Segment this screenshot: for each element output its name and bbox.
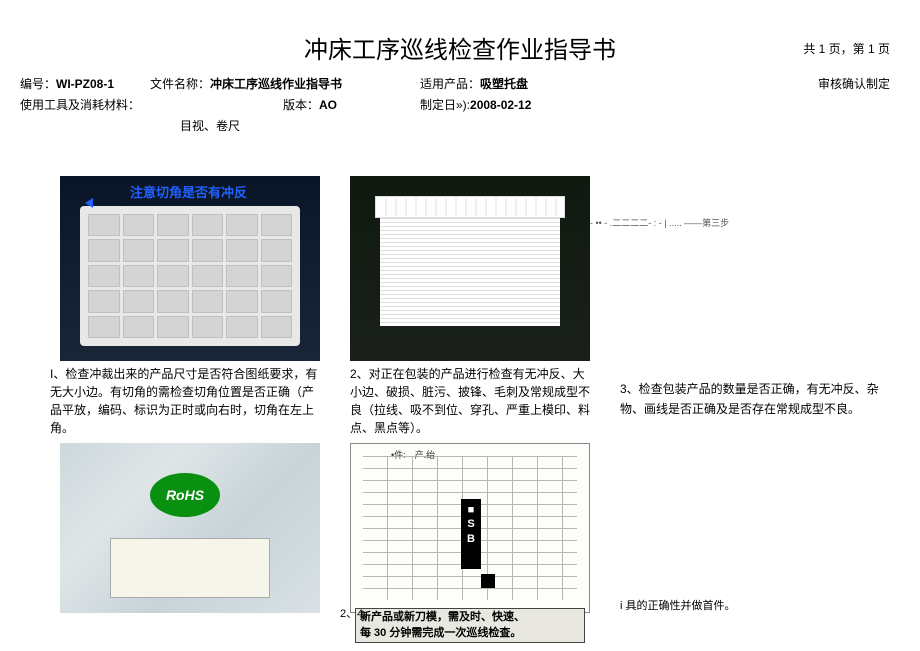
label-card [110, 538, 270, 598]
column-1: 注意切角是否有冲反 I、检查冲裁出来的产品尺寸是否符合图纸要求，有无大小边。有切… [60, 176, 320, 617]
content-area: 注意切角是否有冲反 I、检查冲裁出来的产品尺寸是否符合图纸要求，有无大小边。有切… [0, 136, 920, 617]
header-row-1: 编号：WI-PZ08-1 文件名称：冲床工序巡线作业指导书 适用产品：吸塑托盘 … [0, 65, 920, 94]
side-note: - •• - .二二二二- : - | ..... ―—第三步 [590, 216, 850, 229]
page-info: 共 1 页，第 1 页 [803, 40, 890, 57]
image-rohs: RoHS [60, 443, 320, 613]
blue-annotation: 注意切角是否有冲反 [130, 182, 247, 201]
doc-title: 冲床工序巡线检查作业指导书 [0, 0, 920, 65]
header-row-3: 目视、卷尺 [0, 115, 920, 136]
file-name: 冲床工序巡线作业指导书 [210, 77, 342, 91]
product-label: 适用产品： [420, 77, 480, 91]
version-label: 版本： [283, 98, 319, 112]
image-tray: 注意切角是否有冲反 [60, 176, 320, 361]
image-stack [350, 176, 590, 361]
file-name-label: 文件名称： [150, 77, 210, 91]
bottom-right-text: i 具的正确性并做首件。 [620, 597, 736, 613]
arrow-icon [85, 198, 93, 208]
bottom-strip: 2、4、 新产品或新刀模，需及时、快速、 每 30 分钟需完成一次巡线检查。 [355, 608, 585, 643]
dark-block-small [481, 574, 495, 588]
rohs-badge: RoHS [150, 473, 220, 517]
strip-side-label: 2、4、 [340, 608, 374, 621]
tools-value: 目视、卷尺 [180, 117, 240, 134]
image-form: •件: 产.绐 ■SB [350, 443, 590, 613]
doc-no-label: 编号： [20, 77, 56, 91]
strip-line-1: 新产品或新刀模，需及时、快速、 [360, 610, 580, 625]
approval-label: 审核确认制定 [818, 75, 890, 92]
strip-box: 新产品或新刀模，需及时、快速、 每 30 分钟需完成一次巡线检查。 [355, 608, 585, 643]
version-value: AO [319, 98, 337, 112]
caption-1: I、检查冲裁出来的产品尺寸是否符合图纸要求，有无大小边。有切角的需检查切角位置是… [50, 365, 320, 437]
strip-line-2: 每 30 分钟需完成一次巡线检查。 [360, 626, 580, 641]
column-3: - •• - .二二二二- : - | ..... ―—第三步 3、检查包装产品… [620, 176, 880, 617]
tray-shape [80, 206, 300, 346]
tray-stack [380, 196, 560, 326]
header-row-2: 使用工具及消耗材料： 版本：AO 制定日»):2008-02-12 [0, 94, 920, 115]
tools-label: 使用工具及消耗材料： [20, 96, 200, 113]
caption-3: 3、检查包装产品的数量是否正确，有无冲反、杂物、画线是否正确及是否存在常规成型不… [620, 379, 880, 420]
product-value: 吸塑托盘 [480, 77, 528, 91]
column-2: 2、对正在包装的产品进行检查有无冲反、大小边、破损、脏污、披锋、毛刺及常规成型不… [350, 176, 590, 617]
dark-block-letters: ■SB [461, 499, 481, 569]
doc-no: WI-PZ08-1 [56, 77, 114, 91]
date-value: 2008-02-12 [470, 98, 531, 112]
caption-2: 2、对正在包装的产品进行检查有无冲反、大小边、破损、脏污、披锋、毛刺及常规成型不… [350, 365, 590, 437]
date-label: 制定日»): [420, 98, 470, 112]
